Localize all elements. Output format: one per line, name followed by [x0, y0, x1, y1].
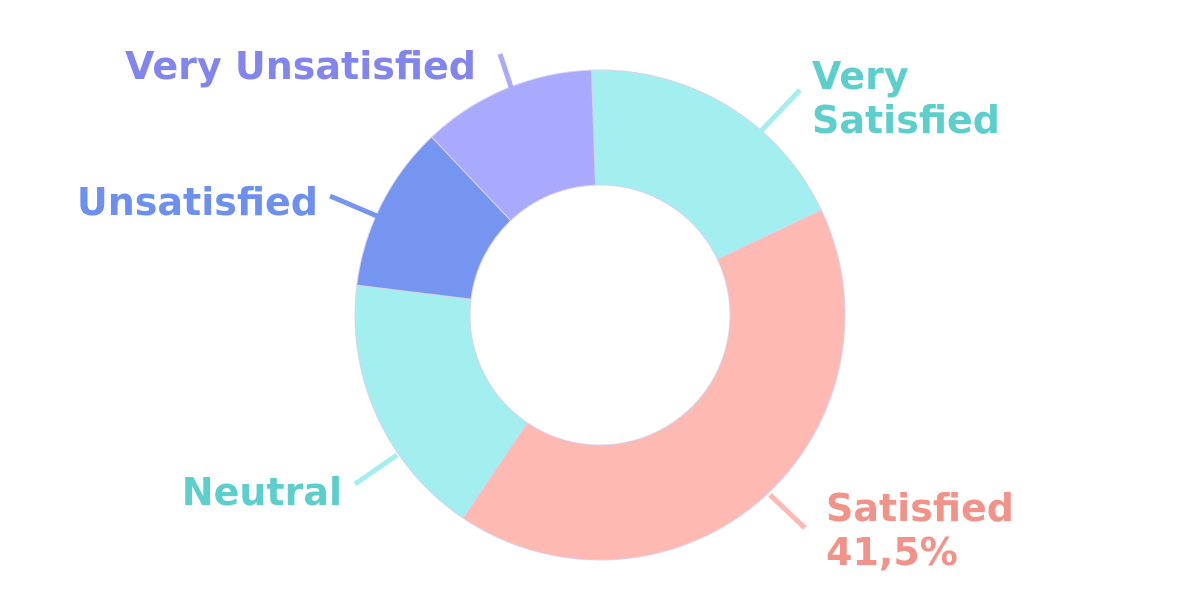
- slice-label-unsatisfied: Unsatisfied: [77, 180, 318, 224]
- slice-very-unsatisfied: [430, 69, 596, 222]
- slice-very-satisfied: [590, 69, 822, 260]
- slice-satisfied: [462, 209, 846, 561]
- slice-labels: Very Satisfied Satisfied 41,5% Neutral Unsati…: [77, 44, 1014, 574]
- donut-slices: [354, 69, 846, 561]
- leader-line-very-unsatisfied: [497, 53, 515, 91]
- slice-label-neutral: Neutral: [182, 470, 342, 514]
- leader-line-unsatisfied: [329, 193, 378, 219]
- leader-line-very-satisfied: [758, 88, 802, 134]
- slice-label-satisfied: Satisfied 41,5%: [826, 486, 1014, 574]
- slice-label-very-unsatisfied: Very Unsatisfied: [125, 44, 476, 88]
- slice-value-satisfied: 41,5%: [826, 530, 958, 574]
- slice-label-very-satisfied: Very Satisfied: [812, 54, 1000, 142]
- slice-neutral: [354, 284, 528, 519]
- leader-lines: [329, 53, 807, 530]
- leader-line-neutral: [353, 452, 399, 487]
- leader-line-satisfied: [768, 493, 807, 530]
